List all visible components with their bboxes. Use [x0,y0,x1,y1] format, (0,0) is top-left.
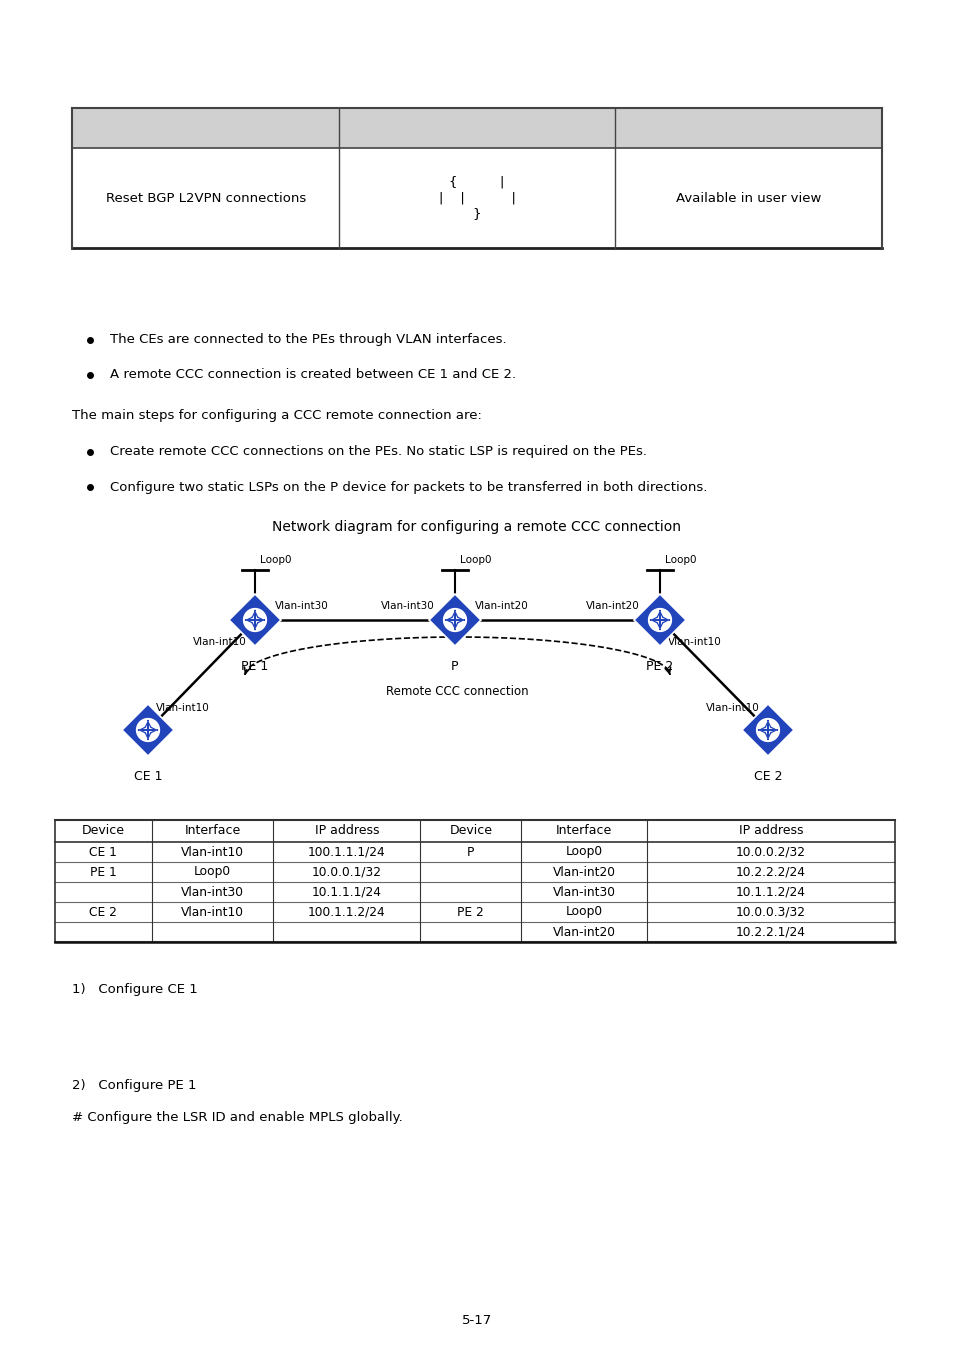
Text: Vlan-int10: Vlan-int10 [181,845,244,859]
Text: Network diagram for configuring a remote CCC connection: Network diagram for configuring a remote… [273,520,680,535]
Text: 5-17: 5-17 [461,1314,492,1327]
Circle shape [648,609,671,632]
Text: Vlan-int30: Vlan-int30 [381,601,435,612]
Text: Vlan-int10: Vlan-int10 [705,703,760,713]
Text: 10.0.0.1/32: 10.0.0.1/32 [312,865,381,879]
Text: CE 2: CE 2 [90,906,117,918]
Circle shape [136,718,159,741]
Text: CE 2: CE 2 [753,769,781,783]
Text: Vlan-int30: Vlan-int30 [181,886,244,899]
Text: 10.1.1.1/24: 10.1.1.1/24 [312,886,381,899]
Text: Loop0: Loop0 [565,906,602,918]
Text: Vlan-int30: Vlan-int30 [552,886,615,899]
Text: Vlan-int20: Vlan-int20 [552,926,615,938]
Text: Vlan-int30: Vlan-int30 [274,601,329,612]
Text: CE 1: CE 1 [133,769,162,783]
Text: Device: Device [82,825,125,837]
Polygon shape [634,594,685,647]
Text: 10.2.2.1/24: 10.2.2.1/24 [736,926,805,938]
Text: Loop0: Loop0 [260,555,292,566]
Text: Vlan-int20: Vlan-int20 [475,601,528,612]
Text: PE 1: PE 1 [90,865,116,879]
Text: PE 2: PE 2 [646,660,673,674]
Text: PE 1: PE 1 [241,660,269,674]
Text: 10.2.2.2/24: 10.2.2.2/24 [736,865,805,879]
Text: Vlan-int20: Vlan-int20 [586,601,639,612]
Text: {          |: { | [449,176,504,189]
Circle shape [443,609,466,632]
Text: # Configure the LSR ID and enable MPLS globally.: # Configure the LSR ID and enable MPLS g… [71,1111,402,1123]
Text: P: P [451,660,458,674]
Text: 100.1.1.1/24: 100.1.1.1/24 [308,845,385,859]
Text: Device: Device [449,825,492,837]
Text: 10.0.0.2/32: 10.0.0.2/32 [736,845,805,859]
Polygon shape [429,594,480,647]
Circle shape [756,718,779,741]
Text: Create remote CCC connections on the PEs. No static LSP is required on the PEs.: Create remote CCC connections on the PEs… [110,446,646,459]
Text: PE 2: PE 2 [456,906,484,918]
Text: Vlan-int10: Vlan-int10 [156,703,210,713]
Text: CE 1: CE 1 [90,845,117,859]
Text: Remote CCC connection: Remote CCC connection [386,684,528,698]
Polygon shape [741,703,793,756]
Text: Vlan-int20: Vlan-int20 [552,865,615,879]
Text: Loop0: Loop0 [193,865,231,879]
Text: Interface: Interface [184,825,240,837]
Text: }: } [473,208,480,220]
Text: Vlan-int10: Vlan-int10 [193,637,247,647]
Polygon shape [229,594,281,647]
Bar [71,108,882,148]
Text: Available in user view: Available in user view [675,192,821,204]
Text: IP address: IP address [314,825,378,837]
Text: 10.1.1.2/24: 10.1.1.2/24 [736,886,805,899]
Text: Vlan-int10: Vlan-int10 [667,637,721,647]
Text: Loop0: Loop0 [459,555,491,566]
Text: The CEs are connected to the PEs through VLAN interfaces.: The CEs are connected to the PEs through… [110,333,506,347]
Text: Loop0: Loop0 [664,555,696,566]
Text: 1)   Configure CE 1: 1) Configure CE 1 [71,984,197,996]
Text: The main steps for configuring a CCC remote connection are:: The main steps for configuring a CCC rem… [71,409,481,421]
Text: A remote CCC connection is created between CE 1 and CE 2.: A remote CCC connection is created betwe… [110,369,516,382]
Text: 2)   Configure PE 1: 2) Configure PE 1 [71,1079,196,1092]
Text: Interface: Interface [556,825,612,837]
Text: 100.1.1.2/24: 100.1.1.2/24 [308,906,385,918]
Text: Reset BGP L2VPN connections: Reset BGP L2VPN connections [106,192,306,204]
Text: Loop0: Loop0 [565,845,602,859]
Polygon shape [122,703,173,756]
Text: P: P [467,845,474,859]
Text: Configure two static LSPs on the P device for packets to be transferred in both : Configure two static LSPs on the P devic… [110,481,706,494]
Text: |    |           |: | | | [438,192,515,204]
Text: Vlan-int10: Vlan-int10 [181,906,244,918]
Text: IP address: IP address [738,825,802,837]
Text: 10.0.0.3/32: 10.0.0.3/32 [736,906,805,918]
Circle shape [243,609,266,632]
